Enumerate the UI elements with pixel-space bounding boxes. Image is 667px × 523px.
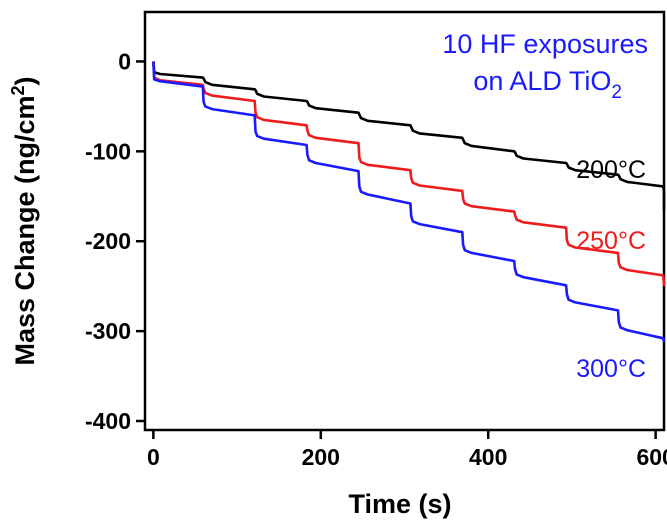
y-axis-ticks: 0 -100 -200 -300 -400 [85,48,145,434]
y-axis-title-main: Mass Change (ng/cm [10,95,40,365]
y-tick-label: -300 [85,318,131,344]
x-tick-label: 600 [636,444,667,470]
annotation-line-2-sub: 2 [611,82,622,103]
x-axis-ticks: 0 200 400 600 [147,430,667,470]
y-axis-title-close: ) [10,76,40,85]
y-tick-label: -100 [85,138,131,164]
y-axis-title: Mass Change (ng/cm2) [8,76,40,365]
series-line-300 [152,61,666,343]
series-line-250 [152,61,666,287]
y-tick-label: 0 [118,48,131,74]
series-lines [152,61,666,343]
series-label-200: 200°C [576,156,646,184]
x-tick-label: 400 [469,444,507,470]
series-label-300: 300°C [576,355,646,383]
y-tick-label: -200 [85,228,131,254]
y-tick-label: -400 [85,408,131,434]
series-line-200 [152,61,666,211]
annotation-line-2-main: on ALD TiO [473,66,611,96]
y-axis-title-sup: 2 [8,85,28,95]
x-tick-label: 200 [302,444,340,470]
x-axis-title: Time (s) [348,489,451,519]
series-label-250: 250°C [576,227,646,255]
x-tick-label: 0 [147,444,160,470]
annotation-line-2: on ALD TiO2 [473,66,622,103]
plot-frame [143,10,666,432]
annotation-line-1: 10 HF exposures [442,29,648,59]
